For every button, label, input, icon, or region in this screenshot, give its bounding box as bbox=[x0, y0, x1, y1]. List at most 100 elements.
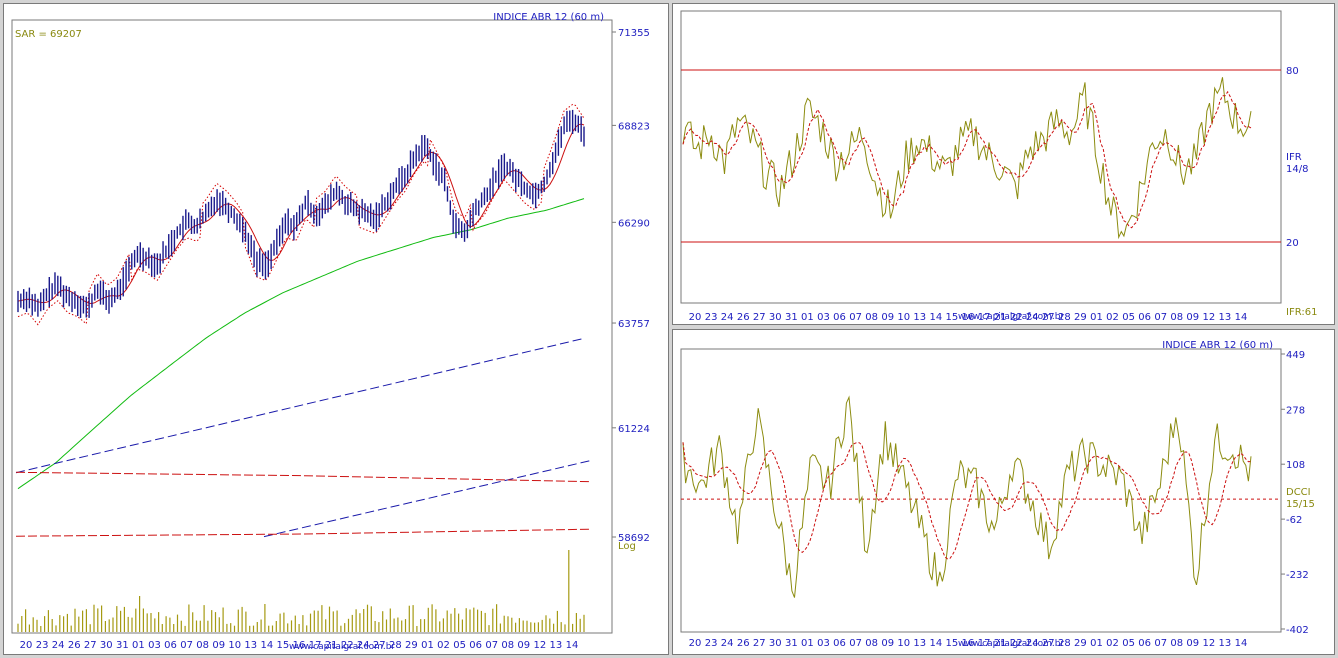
dcci-line bbox=[682, 395, 1252, 598]
ifr-x-label: 14 bbox=[1235, 312, 1248, 323]
price-x-label: 13 bbox=[550, 640, 563, 651]
price-x-label: 03 bbox=[148, 640, 161, 651]
ifr-x-label: 23 bbox=[705, 312, 718, 323]
dcci-x-label: 13 bbox=[1219, 638, 1232, 649]
price-x-label: 01 bbox=[421, 640, 434, 651]
price-x-label: 27 bbox=[84, 640, 97, 651]
dcci-x-label: 07 bbox=[849, 638, 862, 649]
ifr-x-label: 07 bbox=[1154, 312, 1167, 323]
ifr-x-label: 21 bbox=[994, 312, 1007, 323]
ifr-x-label: 08 bbox=[1170, 312, 1183, 323]
dcci-x-label: 27 bbox=[753, 638, 766, 649]
dcci-x-label: 26 bbox=[737, 638, 750, 649]
dcci-y-label: 449 bbox=[1286, 350, 1305, 361]
price-x-label: 14 bbox=[566, 640, 579, 651]
dcci-signal-line bbox=[682, 441, 1252, 560]
price-x-label: 24 bbox=[357, 640, 370, 651]
price-chart-title: INDICE ABR 12 (60 m) bbox=[493, 12, 604, 23]
price-x-label: 07 bbox=[485, 640, 498, 651]
dcci-x-label: 02 bbox=[1106, 638, 1119, 649]
price-x-label: 23 bbox=[36, 640, 49, 651]
dcci-x-label: 12 bbox=[1203, 638, 1216, 649]
price-x-label: 14 bbox=[261, 640, 274, 651]
ifr-x-label: 14 bbox=[930, 312, 943, 323]
dcci-x-label: 16 bbox=[962, 638, 975, 649]
price-x-label: 08 bbox=[196, 640, 209, 651]
dcci-label: DCCI bbox=[1286, 487, 1311, 498]
price-x-label: 30 bbox=[100, 640, 113, 651]
price-x-label: 31 bbox=[116, 640, 129, 651]
dcci-x-label: 07 bbox=[1154, 638, 1167, 649]
ifr-x-label: 24 bbox=[721, 312, 734, 323]
ifr-x-label: 16 bbox=[962, 312, 975, 323]
dcci-x-label: 21 bbox=[994, 638, 1007, 649]
price-y-label: 71355 bbox=[618, 28, 650, 39]
price-x-label: 17 bbox=[309, 640, 322, 651]
price-x-label: 15 bbox=[277, 640, 290, 651]
price-y-label: 58692 bbox=[618, 533, 650, 544]
trendline-blue-lower bbox=[263, 460, 591, 538]
dcci-x-label: 01 bbox=[1090, 638, 1103, 649]
price-x-label: 09 bbox=[212, 640, 225, 651]
ifr-x-label: 05 bbox=[1122, 312, 1135, 323]
price-x-label: 13 bbox=[244, 640, 257, 651]
price-y-label: 66290 bbox=[618, 218, 650, 229]
dcci-x-label: 06 bbox=[1138, 638, 1151, 649]
ifr-x-label: 01 bbox=[1090, 312, 1103, 323]
dcci-x-label: 20 bbox=[689, 638, 702, 649]
ifr-x-label: 08 bbox=[865, 312, 878, 323]
price-x-label: 02 bbox=[437, 640, 450, 651]
ifr-y-label: 80 bbox=[1286, 66, 1299, 77]
dcci-x-label: 31 bbox=[785, 638, 798, 649]
ifr-x-label: 13 bbox=[1219, 312, 1232, 323]
dcci-x-label: 23 bbox=[705, 638, 718, 649]
dcci-x-label: 24 bbox=[1026, 638, 1039, 649]
dcci-x-label: 22 bbox=[1010, 638, 1023, 649]
dcci-x-label: 13 bbox=[913, 638, 926, 649]
dcci-y-label: 278 bbox=[1286, 405, 1305, 416]
ifr-x-label: 27 bbox=[753, 312, 766, 323]
ifr-label: IFR bbox=[1286, 152, 1302, 163]
dcci-x-label: 29 bbox=[1074, 638, 1087, 649]
ifr-x-label: 20 bbox=[689, 312, 702, 323]
price-x-label: 16 bbox=[293, 640, 306, 651]
long-moving-average-line bbox=[17, 198, 585, 490]
trendline-red-lower bbox=[15, 528, 591, 537]
ifr-x-label: 28 bbox=[1058, 312, 1071, 323]
ifr-plot-frame bbox=[680, 10, 1282, 304]
ifr-line bbox=[682, 77, 1252, 240]
dcci-x-label: 03 bbox=[817, 638, 830, 649]
dcci-x-label: 06 bbox=[833, 638, 846, 649]
dcci-x-label: 28 bbox=[1058, 638, 1071, 649]
ifr-x-label: 06 bbox=[833, 312, 846, 323]
ifr-x-label: 26 bbox=[737, 312, 750, 323]
ifr-x-label: 29 bbox=[1074, 312, 1087, 323]
dcci-x-label: 24 bbox=[721, 638, 734, 649]
ifr-x-label: 06 bbox=[1138, 312, 1151, 323]
trendline-blue-upper bbox=[15, 337, 585, 474]
dcci-x-label: 14 bbox=[1235, 638, 1248, 649]
price-x-label: 28 bbox=[389, 640, 402, 651]
price-x-label: 07 bbox=[180, 640, 193, 651]
dcci-x-label: 27 bbox=[1042, 638, 1055, 649]
price-x-label: 06 bbox=[469, 640, 482, 651]
dcci-x-label: 01 bbox=[801, 638, 814, 649]
price-x-label: 10 bbox=[228, 640, 241, 651]
dcci-x-label: 09 bbox=[881, 638, 894, 649]
dcci-y-label: -62 bbox=[1286, 515, 1302, 526]
price-x-label: 22 bbox=[341, 640, 354, 651]
dcci-x-label: 17 bbox=[978, 638, 991, 649]
dcci-x-label: 30 bbox=[769, 638, 782, 649]
price-x-label: 08 bbox=[501, 640, 514, 651]
ifr-y-label: 20 bbox=[1286, 238, 1299, 249]
dcci-x-label: 14 bbox=[930, 638, 943, 649]
ifr-x-label: 01 bbox=[801, 312, 814, 323]
watermark: www.capitalgraf.com.br bbox=[289, 642, 395, 652]
ifr-x-label: 24 bbox=[1026, 312, 1039, 323]
watermark-ifr: www.capitalgraf.com.br bbox=[958, 312, 1064, 322]
ifr-x-label: 12 bbox=[1203, 312, 1216, 323]
dcci-params: 15/15 bbox=[1286, 499, 1315, 510]
